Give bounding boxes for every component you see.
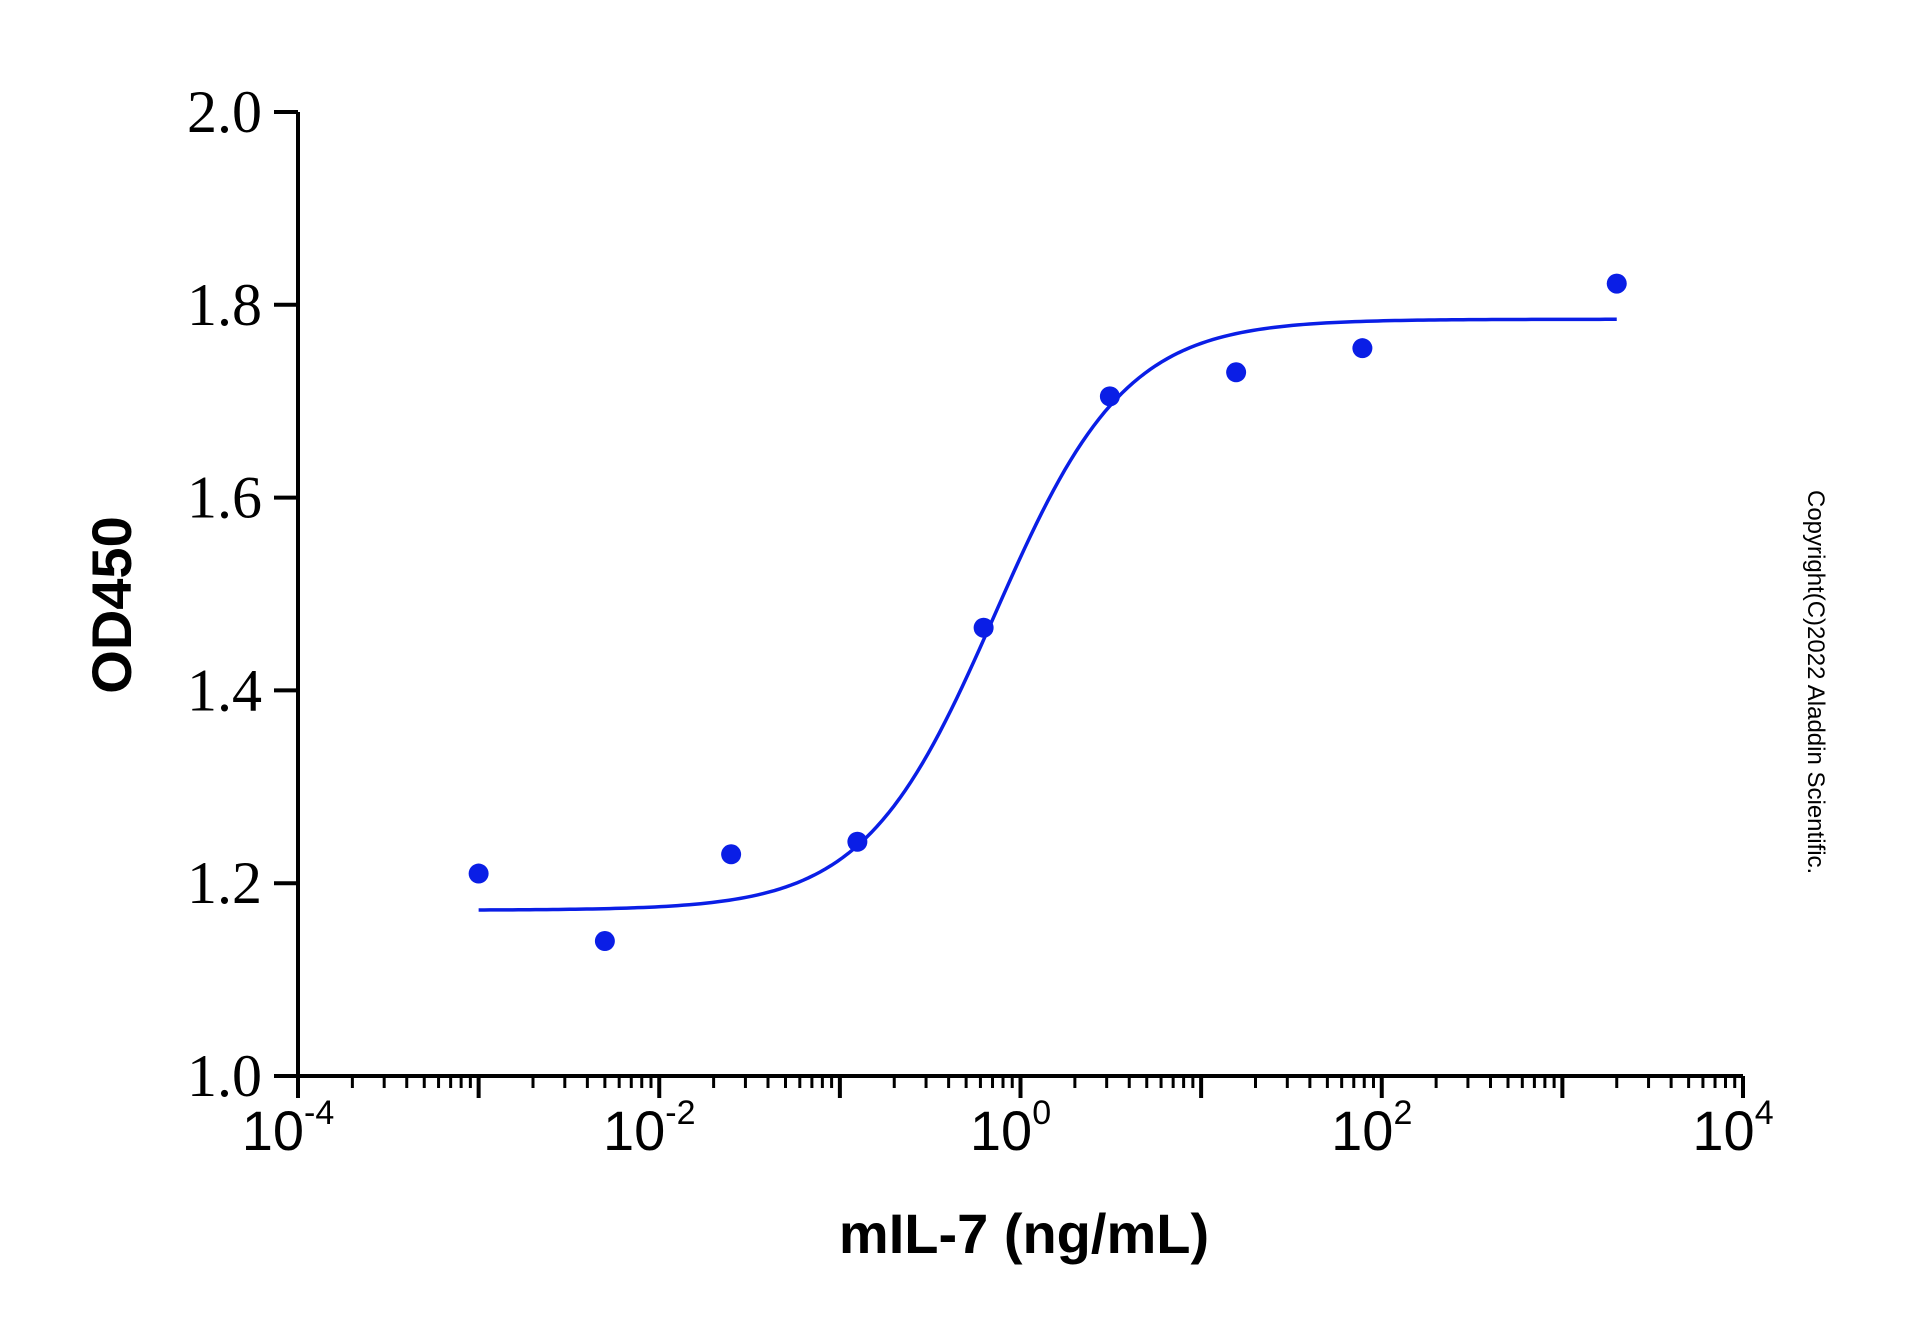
x-tick-label: 100 [970, 1094, 1051, 1162]
x-tick-base: 10 [970, 1099, 1032, 1162]
data-point [1226, 362, 1247, 383]
data-point [1606, 273, 1627, 294]
data-point [468, 863, 489, 884]
y-tick-label: 1.4 [187, 657, 262, 723]
x-axis-ticks: 10-4 10-2 100 102 104 [242, 1076, 1774, 1162]
data-point [1099, 386, 1120, 407]
data-point [594, 931, 615, 952]
data-point [1352, 338, 1373, 359]
y-tick-label: 1.6 [187, 465, 262, 531]
y-tick-label: 1.0 [187, 1043, 262, 1109]
x-tick-exponent: 4 [1755, 1094, 1774, 1132]
y-axis-ticks: 1.0 1.2 1.4 1.6 1.8 2.0 [187, 79, 298, 1109]
x-tick-label: 10-2 [603, 1094, 696, 1162]
y-tick-label: 1.8 [187, 272, 262, 338]
y-tick-label: 2.0 [187, 79, 262, 145]
axes [296, 112, 1743, 1078]
x-axis-title: mIL-7 (ng/mL) [839, 1202, 1209, 1265]
data-point [847, 831, 868, 852]
x-tick-label: 104 [1692, 1094, 1773, 1162]
data-point [973, 617, 994, 638]
y-axis-title: OD450 [80, 516, 143, 693]
x-tick-exponent: -2 [665, 1094, 695, 1132]
y-tick-label: 1.2 [187, 850, 262, 916]
data-points [468, 273, 1627, 952]
x-tick-base: 10 [242, 1099, 304, 1162]
x-tick-base: 10 [1692, 1099, 1754, 1162]
copyright-annotation: Copyright(C)2022 Aladdin Scientific. [1802, 490, 1829, 874]
x-tick-base: 10 [603, 1099, 665, 1162]
x-tick-label: 102 [1331, 1094, 1412, 1162]
x-tick-label: 10-4 [242, 1094, 335, 1162]
x-tick-exponent: 0 [1032, 1094, 1051, 1132]
x-tick-base: 10 [1331, 1099, 1393, 1162]
x-tick-exponent: -4 [304, 1094, 334, 1132]
data-point [721, 844, 742, 865]
x-tick-exponent: 2 [1393, 1094, 1412, 1132]
fit-curve [478, 317, 1617, 912]
